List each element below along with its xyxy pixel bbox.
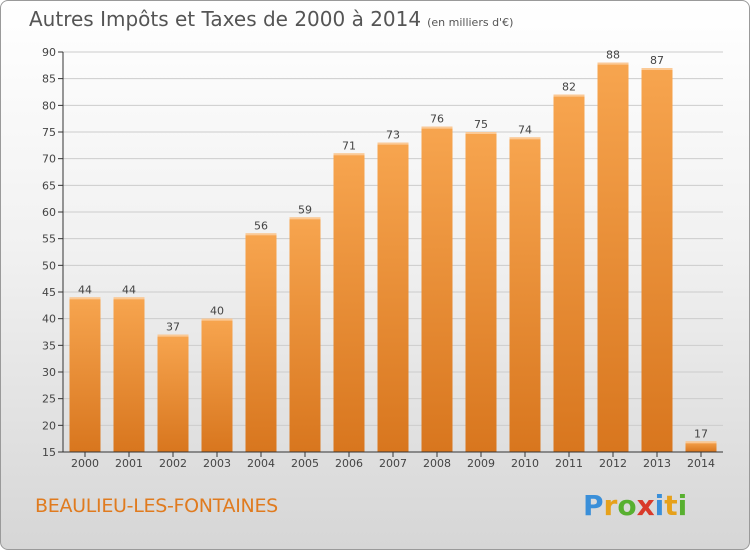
bar [509, 137, 541, 453]
bar [597, 62, 629, 453]
y-tick-label: 45 [42, 286, 56, 299]
y-tick-label: 50 [42, 259, 56, 272]
bar [553, 94, 585, 453]
bar-highlight [465, 132, 497, 134]
x-tick-label: 2007 [379, 457, 407, 470]
bar-highlight [553, 94, 585, 97]
data-label: 74 [518, 123, 532, 136]
x-tick-label: 2001 [115, 457, 143, 470]
town-name: BEAULIEU-LES-FONTAINES [35, 495, 278, 517]
chart-title-text: Autres Impôts et Taxes de 2000 à 2014 [29, 7, 422, 31]
bar [201, 318, 233, 452]
x-tick-label: 2005 [291, 457, 319, 470]
x-tick-label: 2002 [159, 457, 187, 470]
y-tick-label: 40 [42, 313, 56, 326]
data-label: 17 [694, 427, 708, 440]
bar [113, 297, 145, 452]
logo-letter: i [654, 489, 665, 522]
bar-highlight [157, 334, 189, 337]
bar-highlight [421, 126, 453, 129]
y-tick-label: 55 [42, 233, 56, 246]
x-tick-label: 2008 [423, 457, 451, 470]
x-tick-label: 2010 [511, 457, 539, 470]
data-label: 71 [342, 139, 356, 152]
chart-subtitle: (en milliers d'€) [427, 16, 514, 29]
proxiti-logo: Proxiti [583, 489, 687, 522]
y-tick-label: 85 [42, 73, 56, 86]
data-label: 73 [386, 129, 400, 142]
bar-highlight [289, 217, 321, 220]
x-tick-label: 2003 [203, 457, 231, 470]
y-tick-label: 65 [42, 179, 56, 192]
x-tick-label: 2009 [467, 457, 495, 470]
chart-title: Autres Impôts et Taxes de 2000 à 2014 (en… [29, 7, 513, 31]
logo-letter: r [603, 489, 618, 522]
bar-highlight [201, 318, 233, 321]
bar [421, 126, 453, 453]
x-tick-label: 2006 [335, 457, 363, 470]
bar [685, 441, 717, 452]
data-label: 44 [78, 283, 92, 296]
x-tick-label: 2012 [599, 457, 627, 470]
y-tick-label: 30 [42, 366, 56, 379]
data-label: 56 [254, 219, 268, 232]
logo-letter: i [677, 489, 688, 522]
bar [465, 132, 497, 452]
bar-highlight [641, 68, 673, 70]
x-tick-label: 2014 [687, 457, 715, 470]
bar [333, 153, 365, 453]
y-tick-label: 25 [42, 393, 56, 406]
y-tick-label: 20 [42, 419, 56, 432]
bar-highlight [333, 153, 365, 156]
y-tick-label: 70 [42, 153, 56, 166]
data-label: 40 [210, 305, 224, 318]
bar-highlight [245, 233, 277, 236]
bar-highlight [509, 137, 541, 140]
logo-letter: P [583, 489, 604, 522]
data-label: 88 [606, 49, 620, 62]
bar-highlight [685, 441, 717, 444]
bar [377, 142, 409, 452]
x-tick-label: 2004 [247, 457, 275, 470]
logo-letter: o [617, 489, 637, 522]
bar-highlight [597, 62, 629, 65]
data-label: 75 [474, 118, 488, 131]
y-tick-label: 60 [42, 206, 56, 219]
data-label: 76 [430, 113, 444, 126]
bar [69, 297, 101, 452]
bars [69, 62, 717, 453]
data-label: 82 [562, 81, 576, 94]
logo-letter: x [636, 489, 655, 522]
data-label: 87 [650, 54, 664, 67]
data-label: 44 [122, 283, 136, 296]
bar [245, 233, 277, 452]
y-tick-label: 15 [42, 446, 56, 459]
bar-highlight [377, 142, 409, 145]
data-label: 37 [166, 321, 180, 334]
bar-highlight [113, 297, 145, 300]
logo-letter: t [664, 489, 678, 522]
labels: 15 20 25 30 35 40 45 50 55 60 65 70 75 80 85 90 44 2000 44… [42, 46, 715, 470]
x-tick-label: 2000 [71, 457, 99, 470]
bar [157, 334, 189, 452]
x-tick-label: 2011 [555, 457, 583, 470]
axes [58, 51, 723, 457]
y-tick-label: 75 [42, 126, 56, 139]
y-tick-label: 80 [42, 99, 56, 112]
data-label: 59 [298, 203, 312, 216]
bar [641, 68, 673, 452]
bar [289, 217, 321, 452]
y-tick-label: 35 [42, 339, 56, 352]
bar-highlight [69, 297, 101, 300]
x-tick-label: 2013 [643, 457, 671, 470]
y-tick-label: 90 [42, 46, 56, 59]
